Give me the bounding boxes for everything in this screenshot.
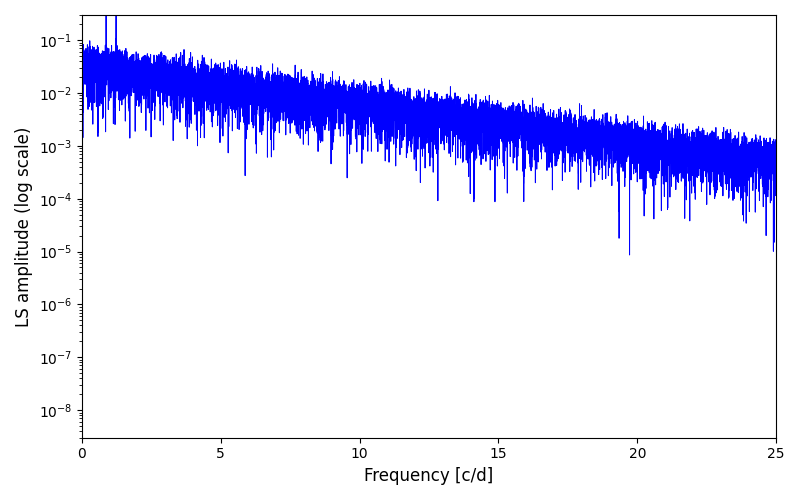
Y-axis label: LS amplitude (log scale): LS amplitude (log scale) [15, 126, 33, 326]
X-axis label: Frequency [c/d]: Frequency [c/d] [364, 467, 494, 485]
